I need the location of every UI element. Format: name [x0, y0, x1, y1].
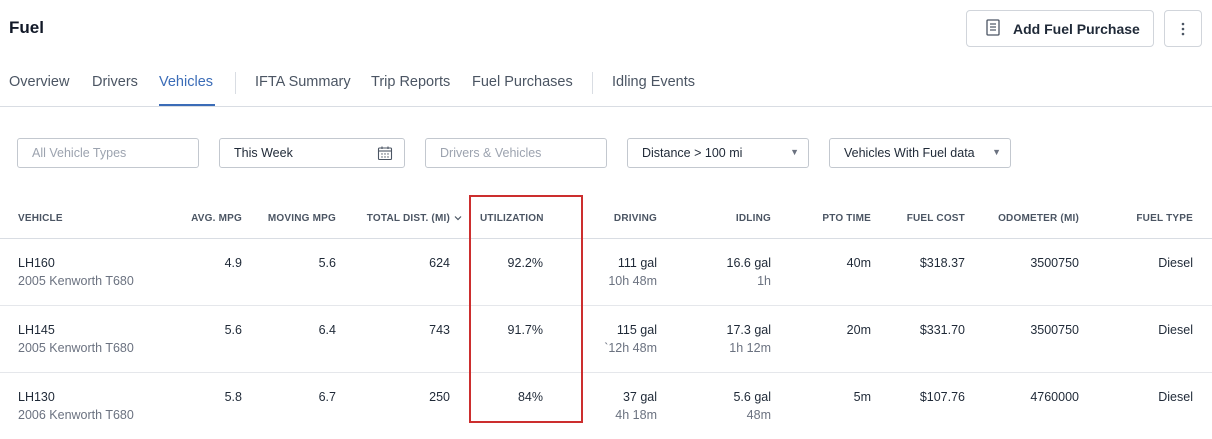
odometer-value: 4760000 [1030, 390, 1079, 404]
distance-select[interactable]: Distance > 100 mi ▼ [627, 138, 809, 168]
driving-fuel-value: 111 gal [617, 256, 657, 270]
utilization-highlight-box [469, 195, 583, 423]
fuel-type-value: Diesel [1158, 256, 1193, 270]
total-dist-value: 743 [429, 323, 450, 337]
pto-time-value: 20m [846, 323, 871, 337]
idling-time-value: 1h 12m [729, 341, 771, 355]
tab-bar: Overview Drivers Vehicles IFTA Summary T… [0, 60, 1212, 107]
fuel-type-value: Diesel [1158, 323, 1193, 337]
date-range-picker[interactable]: This Week [219, 138, 405, 168]
odometer-value: 3500750 [1030, 256, 1079, 270]
page-title: Fuel [9, 18, 44, 37]
receipt-icon [985, 18, 1001, 39]
vehicle-name-link[interactable]: LH130 [18, 390, 55, 404]
total-dist-value: 624 [429, 256, 450, 270]
avg-mpg-value: 5.6 [224, 323, 242, 337]
chevron-down-icon: ▼ [790, 147, 799, 157]
tab-vehicles[interactable]: Vehicles [159, 74, 214, 90]
tab-idling-events[interactable]: Idling Events [612, 74, 696, 90]
column-header-fuel-type[interactable]: FUEL TYPE [1136, 213, 1193, 224]
utilization-value: 92.2% [507, 256, 543, 270]
tab-divider [235, 72, 236, 94]
column-header-pto-time[interactable]: PTO TIME [822, 213, 871, 224]
idling-fuel-value: 5.6 gal [733, 390, 771, 404]
chevron-down-icon: ▼ [992, 147, 1001, 157]
odometer-value: 3500750 [1030, 323, 1079, 337]
column-header-driving[interactable]: DRIVING [613, 213, 657, 224]
fuel-data-select[interactable]: Vehicles With Fuel data ▼ [829, 138, 1011, 168]
idling-time-value: 48m [746, 408, 771, 422]
column-header-moving-mpg[interactable]: MOVING MPG [267, 213, 336, 224]
date-range-value: This Week [234, 146, 293, 160]
fuel-cost-value: $107.76 [919, 390, 965, 404]
column-header-total-dist[interactable]: TOTAL DIST. (MI) [366, 213, 450, 224]
idling-fuel-value: 16.6 gal [726, 256, 771, 270]
distance-value: Distance > 100 mi [642, 146, 743, 160]
fuel-type-value: Diesel [1158, 390, 1193, 404]
pto-time-value: 40m [846, 256, 871, 270]
calendar-icon [377, 146, 393, 161]
row-divider [0, 305, 1212, 306]
column-header-avg-mpg[interactable]: AVG. MPG [191, 213, 242, 224]
driving-time-value: 4h 18m [615, 408, 657, 422]
page-header: Fuel Add Fuel Purchase [0, 0, 1212, 60]
fuel-cost-value: $331.70 [919, 323, 965, 337]
column-header-vehicle[interactable]: VEHICLE [18, 213, 63, 224]
tab-fuel-purchases[interactable]: Fuel Purchases [472, 74, 573, 90]
row-divider [0, 372, 1212, 373]
vehicle-name-link[interactable]: LH145 [18, 323, 55, 337]
vehicle-types-filter[interactable]: All Vehicle Types [17, 138, 199, 168]
vehicle-types-placeholder: All Vehicle Types [32, 146, 127, 160]
driving-fuel-value: 37 gal [622, 390, 657, 404]
more-options-button[interactable] [1164, 10, 1202, 47]
utilization-value: 84% [517, 390, 543, 404]
total-dist-value: 250 [429, 390, 450, 404]
tab-ifta-summary[interactable]: IFTA Summary [255, 74, 351, 90]
avg-mpg-value: 5.8 [224, 390, 242, 404]
tab-trip-reports[interactable]: Trip Reports [371, 74, 451, 90]
idling-fuel-value: 17.3 gal [726, 323, 771, 337]
fuel-data-value: Vehicles With Fuel data [844, 146, 975, 160]
tab-drivers[interactable]: Drivers [92, 74, 138, 90]
add-fuel-purchase-button[interactable]: Add Fuel Purchase [966, 10, 1154, 47]
drivers-vehicles-filter[interactable]: Drivers & Vehicles [425, 138, 607, 168]
table-header-divider [0, 238, 1212, 239]
tab-divider [592, 72, 593, 94]
drivers-vehicles-placeholder: Drivers & Vehicles [440, 146, 542, 160]
moving-mpg-value: 5.6 [318, 256, 336, 270]
fuel-cost-value: $318.37 [919, 256, 965, 270]
column-header-odometer[interactable]: ODOMETER (MI) [998, 213, 1079, 224]
vehicle-model: 2006 Kenworth T680 [18, 408, 134, 422]
vehicle-model: 2005 Kenworth T680 [18, 274, 134, 288]
sort-descending-icon[interactable] [454, 215, 462, 221]
tab-overview[interactable]: Overview [9, 74, 70, 90]
moving-mpg-value: 6.7 [318, 390, 336, 404]
avg-mpg-value: 4.9 [224, 256, 242, 270]
vertical-dots-icon [1181, 22, 1185, 35]
vehicle-name-link[interactable]: LH160 [18, 256, 55, 270]
utilization-value: 91.7% [507, 323, 543, 337]
driving-time-value: 10h 48m [608, 274, 657, 288]
idling-time-value: 1h [757, 274, 771, 288]
add-fuel-purchase-label: Add Fuel Purchase [1013, 20, 1140, 37]
active-tab-indicator [159, 104, 215, 106]
column-header-fuel-cost[interactable]: FUEL COST [906, 213, 965, 224]
pto-time-value: 5m [853, 390, 871, 404]
driving-fuel-value: 115 gal [616, 323, 657, 337]
driving-time-value: `12h 48m [604, 341, 657, 355]
moving-mpg-value: 6.4 [318, 323, 336, 337]
column-header-idling[interactable]: IDLING [735, 213, 771, 224]
vehicle-model: 2005 Kenworth T680 [18, 341, 134, 355]
column-header-utilization[interactable]: UTILIZATION [480, 213, 544, 224]
